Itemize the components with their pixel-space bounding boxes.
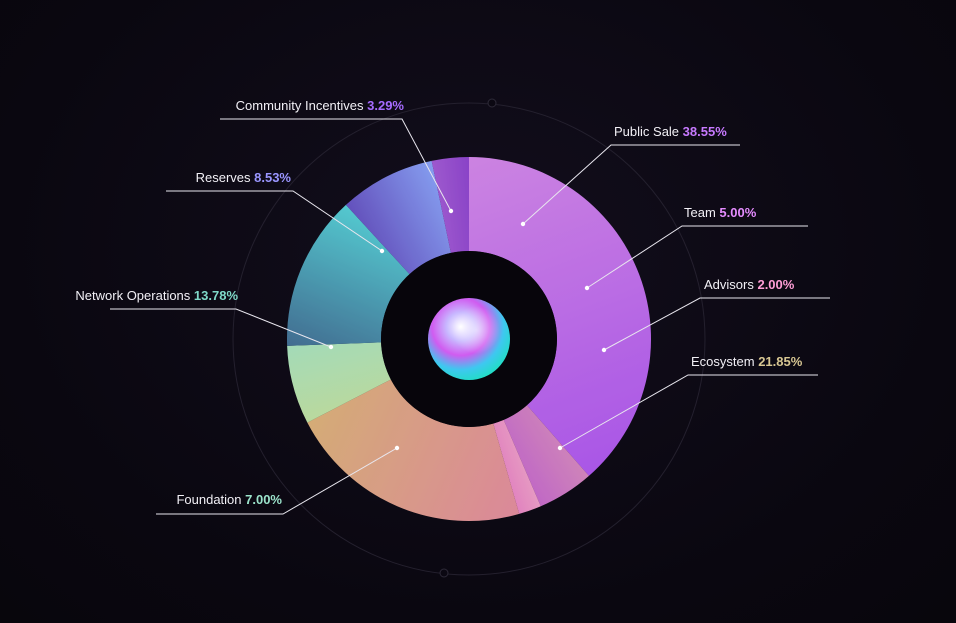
label-name-network-operations: Network Operations	[75, 288, 194, 303]
leader-line-network-operations	[110, 308, 332, 348]
slice-ecosystem	[307, 379, 520, 521]
label-name-team: Team	[684, 205, 719, 220]
leader-line-ecosystem	[559, 374, 818, 449]
label-name-advisors: Advisors	[704, 277, 757, 292]
leader-dot-public-sale	[520, 221, 526, 227]
slice-community-incentives	[431, 157, 469, 253]
slice-shade-advisors	[493, 419, 541, 514]
slice-public-sale	[469, 157, 652, 476]
guide-ring-knob-top	[487, 98, 497, 108]
label-team: Team 5.00%	[684, 205, 757, 220]
label-name-reserves: Reserves	[196, 170, 255, 185]
slice-network-operations	[286, 204, 410, 346]
slice-shade-community-incentives	[431, 157, 469, 253]
leader-dot-reserves	[379, 248, 385, 254]
leader-dot-team	[584, 285, 590, 291]
label-value-advisors: 2.00%	[757, 277, 794, 292]
leader-dot-ecosystem	[557, 445, 563, 451]
slice-advisors	[493, 419, 541, 514]
label-value-team: 5.00%	[719, 205, 756, 220]
center-orb-highlight	[452, 306, 500, 354]
leader-line-team	[586, 225, 808, 289]
leader-dot-advisors	[601, 347, 607, 353]
leader-line-advisors	[603, 297, 830, 351]
slice-foundation	[287, 342, 391, 423]
label-ecosystem: Ecosystem 21.85%	[691, 354, 803, 369]
label-name-foundation: Foundation	[176, 492, 245, 507]
leader-line-reserves	[166, 190, 383, 252]
label-value-network-operations: 13.78%	[194, 288, 239, 303]
callouts-group: Public Sale 38.55% Team 5.00% Advisors 2.0…	[75, 98, 830, 515]
leader-dot-network-operations	[328, 344, 334, 350]
leader-dot-community-incentives	[448, 208, 454, 214]
label-advisors: Advisors 2.00%	[704, 277, 795, 292]
label-foundation: Foundation 7.00%	[176, 492, 282, 507]
slices-group	[286, 157, 652, 521]
label-public-sale: Public Sale 38.55%	[614, 124, 727, 139]
slice-shade-team	[503, 405, 589, 507]
label-value-reserves: 8.53%	[254, 170, 291, 185]
leader-line-foundation	[156, 447, 398, 515]
slice-shade-foundation	[287, 342, 391, 423]
slice-shade-network-operations	[286, 204, 410, 346]
leader-dot-foundation	[394, 445, 400, 451]
leader-line-community-incentives	[220, 118, 452, 212]
label-value-community-incentives: 3.29%	[367, 98, 404, 113]
label-network-operations: Network Operations 13.78%	[75, 288, 238, 303]
slice-team	[503, 405, 589, 507]
slice-shade-public-sale	[469, 157, 652, 476]
label-name-community-incentives: Community Incentives	[236, 98, 368, 113]
slice-shade-ecosystem	[307, 379, 520, 521]
label-value-ecosystem: 21.85%	[758, 354, 803, 369]
label-name-public-sale: Public Sale	[614, 124, 683, 139]
slice-shade-reserves	[345, 160, 451, 275]
label-name-ecosystem: Ecosystem	[691, 354, 758, 369]
label-reserves: Reserves 8.53%	[196, 170, 292, 185]
label-value-foundation: 7.00%	[245, 492, 282, 507]
label-community-incentives: Community Incentives 3.29%	[236, 98, 405, 113]
leader-line-public-sale	[522, 144, 740, 225]
outer-guide-ring	[232, 102, 706, 576]
slice-reserves	[345, 160, 451, 275]
guide-ring-knob-bottom	[439, 568, 449, 578]
label-value-public-sale: 38.55%	[683, 124, 728, 139]
